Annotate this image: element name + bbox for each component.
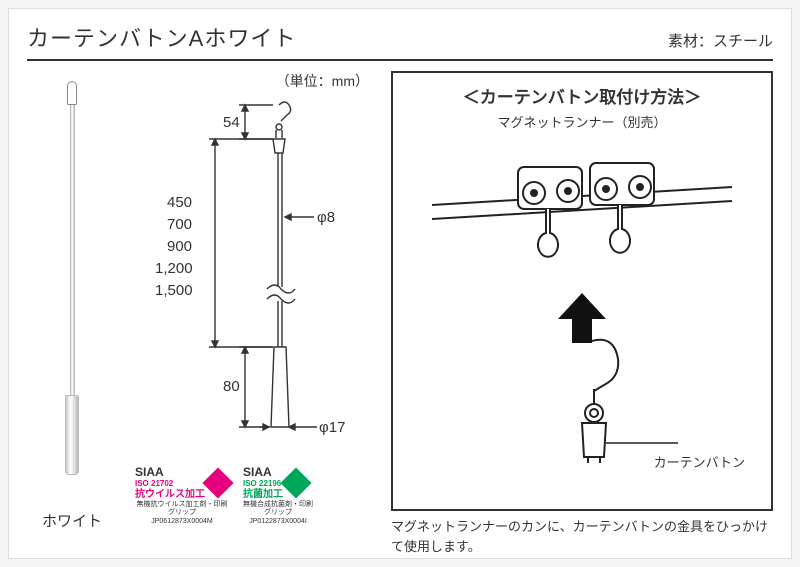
siaa-name: SIAA: [243, 465, 283, 479]
siaa-proc: 抗ウイルス加工: [135, 489, 205, 501]
siaa-name: SIAA: [135, 465, 205, 479]
dim-len-1: 700: [167, 216, 192, 233]
install-column: ＜カーテンバトン取付け方法＞ マグネットランナー（別売）: [391, 71, 773, 546]
siaa-code: JP0612873X0004M: [135, 518, 229, 526]
install-caption: マグネットランナーのカンに、カーテンバトンの金具をひっかけて使用します。: [391, 517, 773, 556]
header-bar: カーテンバトンAホワイト 素材：スチール: [27, 21, 773, 61]
hook-icon: [67, 81, 77, 105]
dim-len-3: 1,200: [155, 260, 193, 277]
siaa-proc: 抗菌加工: [243, 489, 283, 501]
dim-len-2: 900: [167, 238, 192, 255]
photo-column: ホワイト: [27, 71, 117, 546]
dim-hook: 54: [223, 114, 240, 131]
grip-shape: [65, 395, 79, 475]
dim-grip-dia: φ17: [319, 419, 345, 436]
rod-shape: [70, 105, 75, 395]
siaa-virus-badge: SIAA ISO 21702 抗ウイルス加工 無機抗ウイルス加工剤・印刷 グリッ…: [135, 465, 229, 526]
baton-label: カーテンバトン: [654, 452, 745, 471]
siaa-badges: SIAA ISO 21702 抗ウイルス加工 無機抗ウイルス加工剤・印刷 グリッ…: [129, 465, 379, 526]
diamond-icon: [280, 467, 311, 498]
dimension-drawing: 54 450 700 900 1,200 1,500 80 φ8 φ17: [139, 97, 369, 457]
install-drawing: [422, 133, 742, 463]
runner-label: マグネットランナー（別売）: [407, 112, 757, 131]
install-title: ＜カーテンバトン取付け方法＞: [407, 83, 757, 108]
dim-len-0: 450: [167, 194, 192, 211]
content-row: ホワイト （単位：mm）: [27, 71, 773, 546]
siaa-code: JP0122873X0004I: [243, 518, 313, 526]
siaa-bacteria-badge: SIAA ISO 22196 抗菌加工 無機合成抗菌剤・印刷 グリップ JP01…: [243, 465, 313, 526]
product-photo: ホワイト: [27, 81, 117, 511]
dim-grip: 80: [223, 378, 240, 395]
install-box: ＜カーテンバトン取付け方法＞ マグネットランナー（別売）: [391, 71, 773, 511]
dimensions-column: （単位：mm）: [129, 71, 379, 546]
product-spec-page: カーテンバトンAホワイト 素材：スチール ホワイト （単位：mm）: [8, 8, 792, 559]
baton-illustration: [57, 81, 87, 481]
material-label: 素材：スチール: [668, 30, 773, 51]
diamond-icon: [202, 467, 233, 498]
color-label: ホワイト: [27, 510, 117, 531]
units-label: （単位：mm）: [129, 71, 379, 91]
siaa-iso: ISO 21702: [135, 479, 205, 489]
dim-len-4: 1,500: [155, 282, 193, 299]
siaa-iso: ISO 22196: [243, 479, 283, 489]
dim-rod-dia: φ8: [317, 209, 335, 226]
siaa-note2: グリップ: [243, 509, 313, 517]
siaa-note2: グリップ: [135, 509, 229, 517]
product-title: カーテンバトンAホワイト: [27, 21, 296, 53]
